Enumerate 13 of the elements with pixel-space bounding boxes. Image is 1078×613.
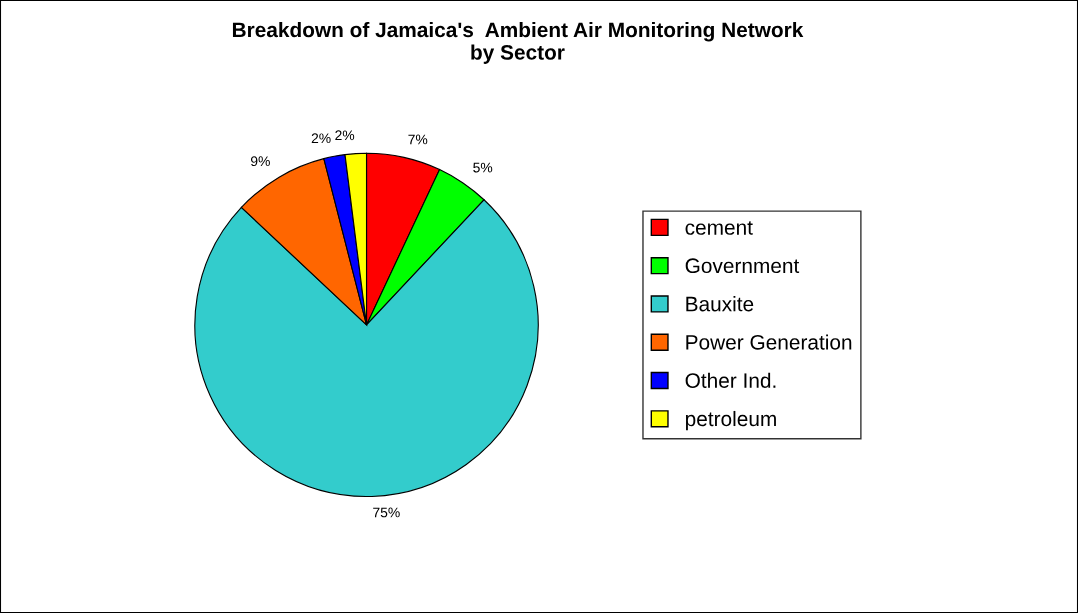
legend-label: petroleum (685, 410, 776, 431)
legend-label: Bauxite (686, 296, 754, 312)
data-label: 2% (311, 133, 331, 144)
data-label: 5% (473, 162, 493, 173)
data-label: 9% (250, 156, 270, 167)
data-label: 75% (373, 507, 400, 518)
data-label: 2% (335, 130, 355, 141)
legend-label: Government (685, 258, 800, 274)
chart-title: Breakdown of Jamaica's Ambient Air Monitoring Network by Sector (232, 21, 804, 64)
legend-label: cement (685, 221, 753, 235)
legend-label: Power Generation (686, 334, 852, 350)
data-label: 7% (408, 134, 428, 145)
legend-label: Other Ind. (685, 372, 776, 388)
